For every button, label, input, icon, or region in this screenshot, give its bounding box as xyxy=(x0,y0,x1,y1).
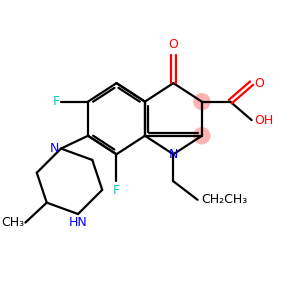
Text: OH: OH xyxy=(254,114,274,127)
Text: F: F xyxy=(52,95,60,108)
Text: HN: HN xyxy=(69,216,87,229)
Text: O: O xyxy=(168,38,178,51)
Text: O: O xyxy=(254,76,264,90)
Circle shape xyxy=(194,128,210,144)
Circle shape xyxy=(194,94,210,109)
Text: N: N xyxy=(169,148,178,161)
Text: F: F xyxy=(113,184,120,196)
Text: N: N xyxy=(50,142,60,155)
Text: CH₂CH₃: CH₂CH₃ xyxy=(201,193,247,206)
Text: CH₃: CH₃ xyxy=(1,216,24,229)
